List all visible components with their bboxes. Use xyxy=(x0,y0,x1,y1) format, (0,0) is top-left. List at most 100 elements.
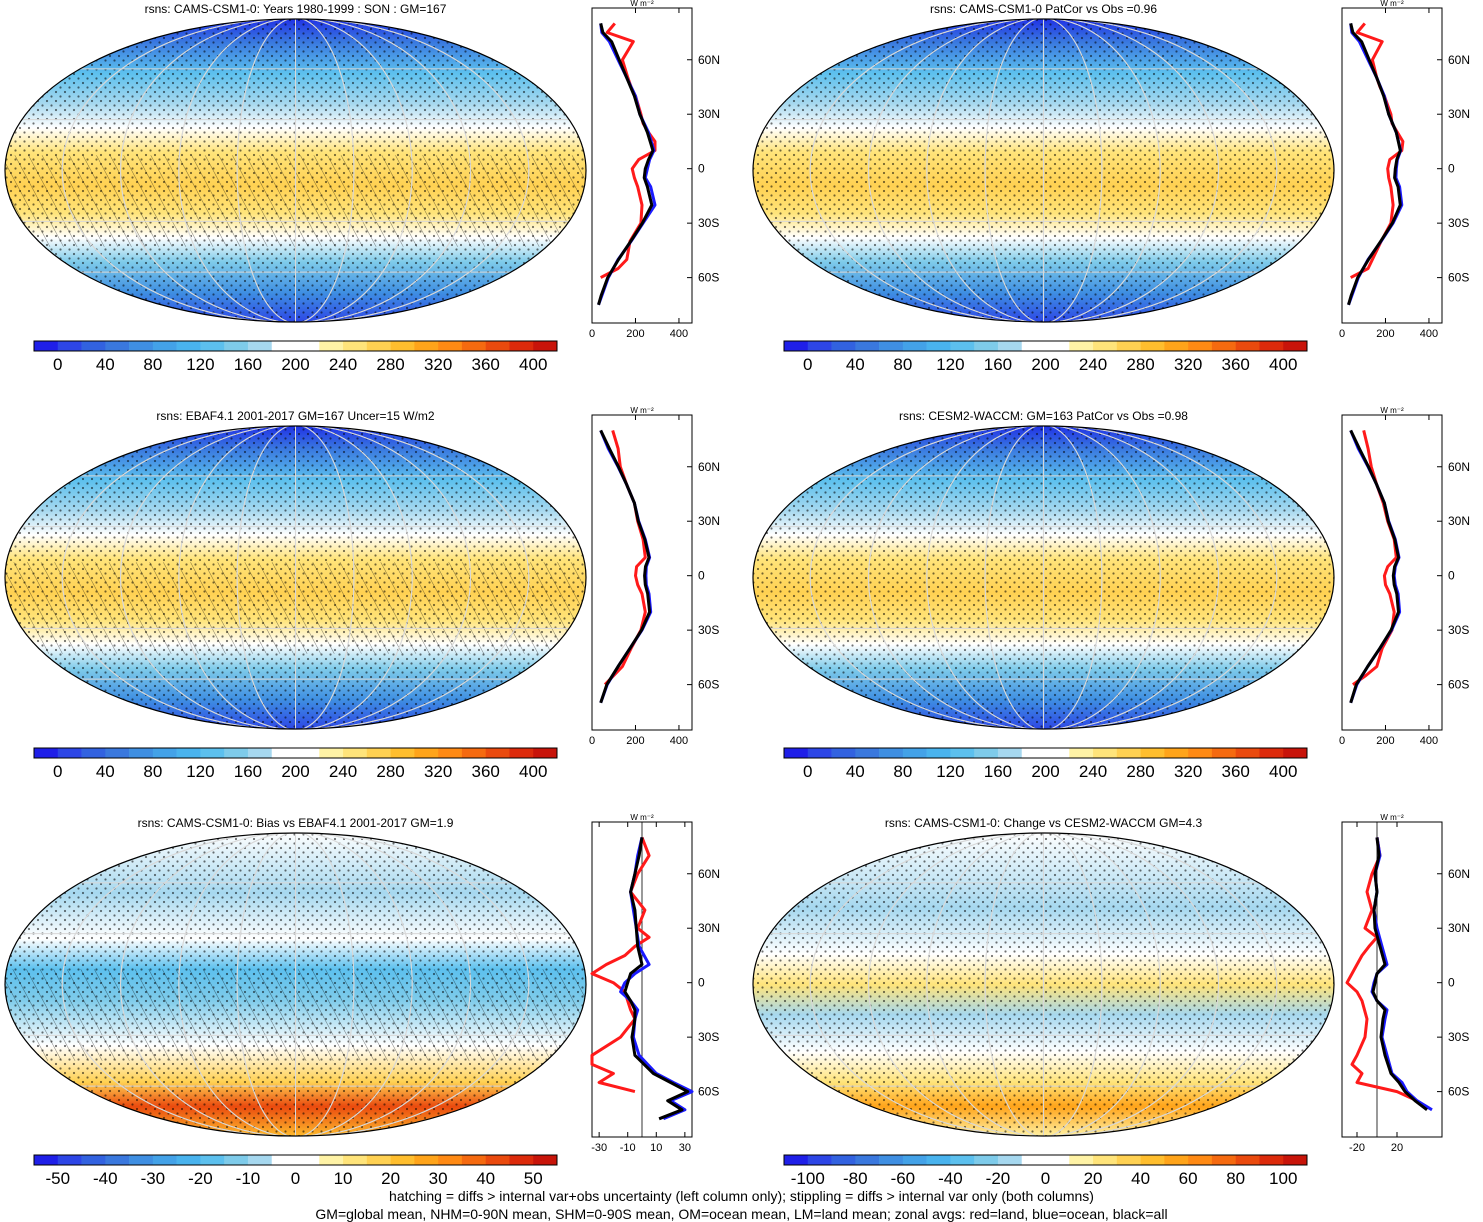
colorbar-swatch xyxy=(319,748,343,758)
colorbar-label: 400 xyxy=(1269,762,1297,781)
colorbar-swatch xyxy=(879,1155,903,1165)
colorbar-swatch xyxy=(414,748,438,758)
colorbar-label: -80 xyxy=(843,1169,868,1188)
colorbar-label: -20 xyxy=(986,1169,1011,1188)
zonal-x-tick: 0 xyxy=(589,328,595,340)
colorbar-label: 20 xyxy=(1084,1169,1103,1188)
colorbar-label: -40 xyxy=(938,1169,963,1188)
zonal-lat-label: 60N xyxy=(698,460,720,474)
colorbar-swatch xyxy=(533,341,557,351)
colorbar-swatch xyxy=(998,341,1022,351)
zonal-lat-label: 30S xyxy=(1448,216,1469,230)
colorbar-swatch xyxy=(1022,341,1046,351)
colorbar-swatch xyxy=(462,1155,486,1165)
colorbar-swatch xyxy=(1046,1155,1070,1165)
colorbar-swatch xyxy=(855,748,879,758)
zonal-x-tick: 200 xyxy=(626,328,644,340)
zonal-x-tick: -30 xyxy=(591,1142,607,1154)
colorbar-label: 360 xyxy=(471,762,499,781)
colorbar-label: 80 xyxy=(1226,1169,1245,1188)
colorbar-swatch xyxy=(319,1155,343,1165)
colorbar-swatch xyxy=(367,1155,391,1165)
colorbar-label: 320 xyxy=(424,762,452,781)
colorbar-swatch xyxy=(153,341,177,351)
zonal-x-tick: 400 xyxy=(1420,328,1438,340)
colorbar-swatch xyxy=(1188,1155,1212,1165)
colorbar-label: 0 xyxy=(803,355,812,374)
zonal-lat-label: 60N xyxy=(1448,460,1470,474)
colorbar-label: -10 xyxy=(236,1169,261,1188)
panel-title: rsns: EBAF4.1 2001-2017 GM=167 Uncer=15 … xyxy=(156,409,434,423)
colorbar-swatch xyxy=(224,748,248,758)
colorbar-swatch xyxy=(177,1155,201,1165)
colorbar-label: 280 xyxy=(1126,355,1154,374)
colorbar-swatch xyxy=(391,341,415,351)
colorbar-label: -60 xyxy=(891,1169,916,1188)
colorbar-label: 200 xyxy=(1031,762,1059,781)
zonal-unit: W m⁻² xyxy=(1380,0,1404,8)
panel-title: rsns: CAMS-CSM1-0: Bias vs EBAF4.1 2001-… xyxy=(138,816,454,830)
zonal-lat-label: 30N xyxy=(1448,514,1470,528)
panel-4: rsns: CESM2-WACCM: GM=163 PatCor vs Obs … xyxy=(752,406,1470,781)
colorbar-swatch xyxy=(200,748,224,758)
colorbar-swatch xyxy=(1236,1155,1260,1165)
panel-3: rsns: EBAF4.1 2001-2017 GM=167 Uncer=15 … xyxy=(4,406,720,781)
panel-5: rsns: CAMS-CSM1-0: Bias vs EBAF4.1 2001-… xyxy=(4,813,720,1188)
colorbar-label: 160 xyxy=(984,355,1012,374)
colorbar-swatch xyxy=(367,748,391,758)
colorbar-label: 400 xyxy=(519,762,547,781)
colorbar-swatch xyxy=(950,748,974,758)
panel-title: rsns: CESM2-WACCM: GM=163 PatCor vs Obs … xyxy=(899,409,1188,423)
colorbar-label: 50 xyxy=(524,1169,543,1188)
colorbar-swatch xyxy=(1164,1155,1188,1165)
colorbar-swatch xyxy=(832,748,856,758)
zonal-lat-label: 30N xyxy=(698,107,720,121)
zonal-lat-label: 60N xyxy=(698,53,720,67)
colorbar-swatch xyxy=(533,1155,557,1165)
colorbar-label: 200 xyxy=(1031,355,1059,374)
colorbar-swatch xyxy=(105,748,129,758)
colorbar-swatch xyxy=(58,1155,82,1165)
colorbar-swatch xyxy=(82,1155,106,1165)
colorbar-swatch xyxy=(367,341,391,351)
colorbar-swatch xyxy=(296,748,320,758)
colorbar-label: 120 xyxy=(186,355,214,374)
colorbar-swatch xyxy=(414,341,438,351)
colorbar-swatch xyxy=(177,748,201,758)
colorbar-swatch xyxy=(950,1155,974,1165)
colorbar-swatch xyxy=(177,341,201,351)
zonal-lat-label: 60N xyxy=(1448,53,1470,67)
colorbar-swatch xyxy=(438,341,462,351)
colorbar-swatch xyxy=(486,341,510,351)
colorbar-swatch xyxy=(1283,748,1307,758)
colorbar-label: 80 xyxy=(893,762,912,781)
colorbar-label: 40 xyxy=(846,762,865,781)
colorbar-swatch xyxy=(438,748,462,758)
colorbar-swatch xyxy=(1069,748,1093,758)
zonal-unit: W m⁻² xyxy=(1380,406,1404,415)
colorbar-label: 400 xyxy=(1269,355,1297,374)
colorbar-swatch xyxy=(82,341,106,351)
zonal-x-tick: 400 xyxy=(670,328,688,340)
colorbar-swatch xyxy=(1117,1155,1141,1165)
colorbar-swatch xyxy=(58,341,82,351)
colorbar-label: 120 xyxy=(186,762,214,781)
colorbar-swatch xyxy=(248,748,272,758)
colorbar-label: 280 xyxy=(376,762,404,781)
colorbar-swatch xyxy=(855,1155,879,1165)
colorbar-swatch xyxy=(200,1155,224,1165)
colorbar-swatch xyxy=(34,341,58,351)
colorbar-swatch xyxy=(974,341,998,351)
colorbar-label: 40 xyxy=(96,762,115,781)
colorbar-swatch xyxy=(509,341,533,351)
colorbar-label: 320 xyxy=(424,355,452,374)
colorbar-swatch xyxy=(509,1155,533,1165)
colorbar-label: 10 xyxy=(334,1169,353,1188)
zonal-x-tick: 200 xyxy=(1376,735,1394,747)
colorbar-swatch xyxy=(1212,341,1236,351)
zonal-x-tick: 20 xyxy=(1391,1142,1403,1154)
colorbar-label: 0 xyxy=(1041,1169,1050,1188)
